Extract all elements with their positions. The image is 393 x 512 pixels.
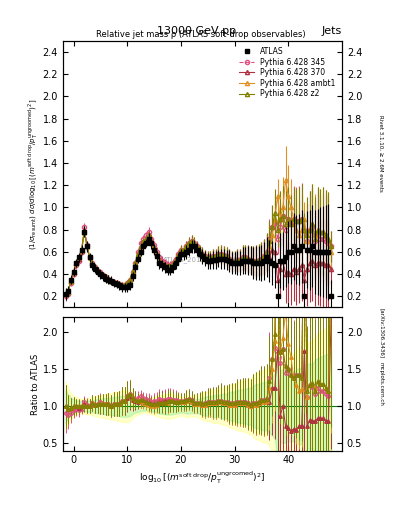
Text: Relative jet mass ρ (ATLAS soft-drop observables): Relative jet mass ρ (ATLAS soft-drop obs… (96, 30, 306, 39)
Text: 13000 GeV pp: 13000 GeV pp (157, 26, 236, 36)
Y-axis label: Ratio to ATLAS: Ratio to ATLAS (31, 353, 40, 415)
X-axis label: $\log_{10}[(m^{\mathrm{soft\ drop}}/p_\mathrm{T}^{\mathrm{ungroomed}})^2]$: $\log_{10}[(m^{\mathrm{soft\ drop}}/p_\m… (139, 470, 266, 486)
Text: Jets: Jets (321, 26, 342, 36)
Text: ATLAS_2019_I1772062: ATLAS_2019_I1772062 (163, 256, 242, 263)
Text: [arXiv:1306.3436]: [arXiv:1306.3436] (379, 308, 384, 358)
Legend: ATLAS, Pythia 6.428 345, Pythia 6.428 370, Pythia 6.428 ambt1, Pythia 6.428 z2: ATLAS, Pythia 6.428 345, Pythia 6.428 37… (237, 45, 338, 100)
Text: mcplots.cern.ch: mcplots.cern.ch (379, 362, 384, 406)
Y-axis label: $(1/\sigma_\mathrm{resumt})\ d\sigma/d\log_{10}[(m^\mathrm{soft\ drop}/p_\mathrm: $(1/\sigma_\mathrm{resumt})\ d\sigma/d\l… (26, 98, 40, 250)
Text: Rivet 3.1.10, ≥ 2.6M events: Rivet 3.1.10, ≥ 2.6M events (379, 115, 384, 192)
